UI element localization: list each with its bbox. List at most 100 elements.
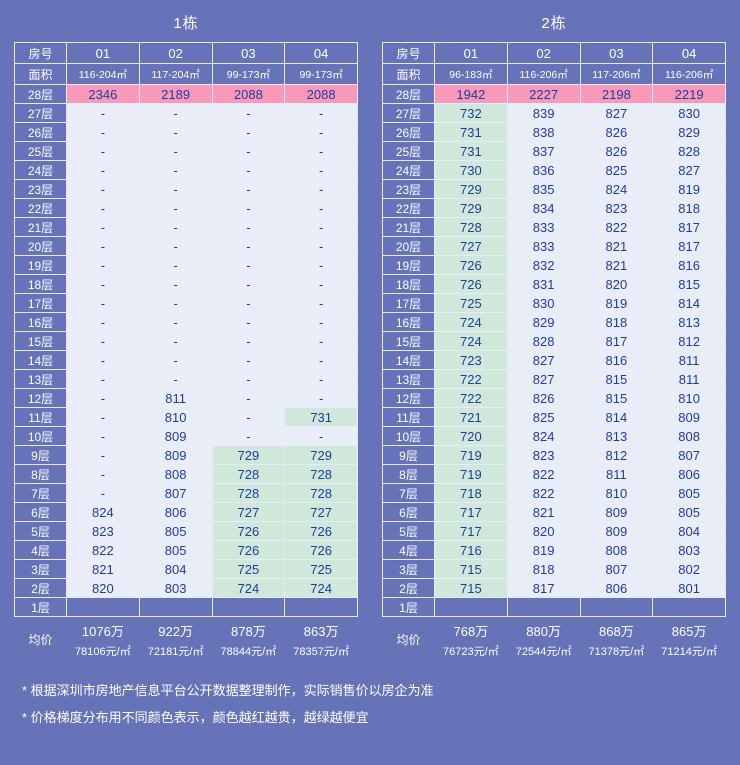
price-cell: 1942 <box>434 84 508 104</box>
price-cell: - <box>211 331 286 351</box>
price-cell: 825 <box>506 407 581 427</box>
price-cell: - <box>66 312 140 332</box>
room-number: 04 <box>652 42 726 64</box>
floor-row: 21层 - - - - <box>14 217 358 237</box>
floor-label: 8层 <box>382 464 435 484</box>
price-cell: 727 <box>284 502 358 522</box>
floor-row: 4层 716 819 808 803 <box>382 540 726 560</box>
floor-label: 24层 <box>382 160 435 180</box>
price-cell: 819 <box>506 540 581 560</box>
price-cell: 721 <box>434 407 508 427</box>
price-cell: 836 <box>506 160 581 180</box>
price-cell: 805 <box>138 540 213 560</box>
price-cell: - <box>66 445 140 465</box>
price-cell: 809 <box>652 407 726 427</box>
price-cell: 822 <box>66 540 140 560</box>
avg-total-price: 1076万 <box>81 623 124 639</box>
floor-label: 19层 <box>382 255 435 275</box>
price-cell: 820 <box>66 578 140 598</box>
room-number: 02 <box>506 42 581 64</box>
price-cell: 838 <box>506 122 581 142</box>
price-cell: 804 <box>652 521 726 541</box>
price-cell: 728 <box>211 464 286 484</box>
price-cell: 816 <box>579 350 654 370</box>
price-cell: 731 <box>434 122 508 142</box>
price-cell: 829 <box>652 122 726 142</box>
price-cell: - <box>211 407 286 427</box>
floor-label: 12层 <box>382 388 435 408</box>
floor-label: 3层 <box>14 559 67 579</box>
price-cell: 731 <box>434 141 508 161</box>
price-cell: - <box>211 426 286 446</box>
floor-label: 6层 <box>14 502 67 522</box>
price-cell: 833 <box>506 236 581 256</box>
floor-label: 9层 <box>382 445 435 465</box>
price-cell: - <box>138 179 213 199</box>
floor-label: 25层 <box>382 141 435 161</box>
floor-label: 22层 <box>382 198 435 218</box>
price-cell: 728 <box>434 217 508 237</box>
floor-row: 27层 - - - - <box>14 103 358 123</box>
price-cell: 728 <box>211 483 286 503</box>
price-cell: 2189 <box>138 84 213 104</box>
price-cell: 726 <box>284 540 358 560</box>
floor-label: 28层 <box>382 84 435 104</box>
price-cell: - <box>66 426 140 446</box>
price-cell <box>138 597 213 617</box>
price-cell: 725 <box>211 559 286 579</box>
floor-row: 14层 723 827 816 811 <box>382 350 726 370</box>
room-number: 02 <box>138 42 213 64</box>
floor-label: 16层 <box>382 312 435 332</box>
room-area: 116-204㎡ <box>66 63 140 85</box>
avg-unit-price: 76723元/㎡ <box>443 645 499 658</box>
floor-row: 15层 - - - - <box>14 331 358 351</box>
price-cell: 717 <box>434 502 508 522</box>
price-cell: 807 <box>579 559 654 579</box>
footnote: * 价格梯度分布用不同颜色表示，颜色越红越贵，越绿越便宜 <box>22 709 369 725</box>
price-cell: 818 <box>579 312 654 332</box>
avg-header-label: 均价 <box>28 633 53 648</box>
floor-row: 15层 724 828 817 812 <box>382 331 726 351</box>
average-row: 均价 1076万 78106元/㎡ 922万 72181元/㎡ 878万 78844元/㎡ 8… <box>15 617 358 663</box>
room-area: 116-206㎡ <box>652 63 726 85</box>
area-header-label: 面积 <box>14 63 67 85</box>
price-cell: - <box>66 103 140 123</box>
floor-row: 22层 - - - - <box>14 198 358 218</box>
price-cell: 726 <box>284 521 358 541</box>
avg-unit-price: 78357元/㎡ <box>293 645 349 658</box>
floor-row: 6层 824 806 727 727 <box>14 502 358 522</box>
floor-row: 22层 729 834 823 818 <box>382 198 726 218</box>
floor-label: 26层 <box>382 122 435 142</box>
avg-unit-price: 71378元/㎡ <box>588 645 645 658</box>
building-title: 2栋 <box>541 15 567 32</box>
floor-row: 23层 - - - - <box>14 179 358 199</box>
floor-row: 12层 722 826 815 810 <box>382 388 726 408</box>
price-cell: - <box>138 141 213 161</box>
floor-row: 20层 - - - - <box>14 236 358 256</box>
floor-row: 5层 717 820 809 804 <box>382 521 726 541</box>
price-cell: 2227 <box>506 84 581 104</box>
price-cell: 815 <box>652 274 726 294</box>
price-cell: 823 <box>66 521 140 541</box>
price-cell: 815 <box>579 369 654 389</box>
floor-row: 2层 820 803 724 724 <box>14 578 358 598</box>
price-cell <box>66 597 140 617</box>
price-cell <box>434 597 508 617</box>
price-cell: - <box>138 350 213 370</box>
floor-row: 20层 727 833 821 817 <box>382 236 726 256</box>
price-cell: - <box>138 255 213 275</box>
floor-label: 18层 <box>14 274 67 294</box>
price-cell: 827 <box>506 350 581 370</box>
floor-label: 8层 <box>14 464 67 484</box>
price-cell: 807 <box>138 483 213 503</box>
price-cell: - <box>66 179 140 199</box>
avg-total-price: 880万 <box>526 623 561 639</box>
price-cell: 805 <box>652 502 726 522</box>
floor-label: 10层 <box>382 426 435 446</box>
price-cell: 811 <box>579 464 654 484</box>
price-cell: 806 <box>138 502 213 522</box>
price-cell: - <box>211 160 286 180</box>
price-cell: 717 <box>434 521 508 541</box>
floor-row: 17层 725 830 819 814 <box>382 293 726 313</box>
price-cell: - <box>211 103 286 123</box>
